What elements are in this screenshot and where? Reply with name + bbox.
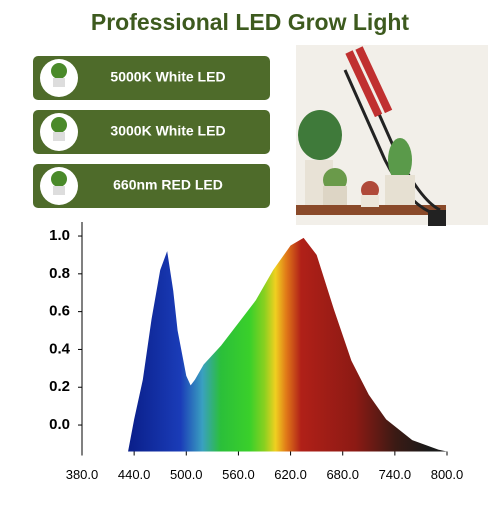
chart: 0.0 0.2 0.4 0.6 0.8 1.0 380.0 440.0 500.0 560.0 62… <box>49 227 463 482</box>
x-tick-label: 440.0 <box>118 467 151 482</box>
spectrum-area <box>128 237 448 452</box>
feature-box <box>33 110 270 154</box>
x-tick-label: 740.0 <box>379 467 412 482</box>
y-tick-label: 1.0 <box>49 227 70 244</box>
feature-label: 3000K White LED <box>110 123 225 139</box>
product-photo <box>296 45 488 226</box>
y-tick-label: 0.8 <box>49 265 70 282</box>
x-tick-label: 560.0 <box>222 467 255 482</box>
x-tick-label: 800.0 <box>431 467 464 482</box>
title: Professional LED Grow Light <box>91 9 410 35</box>
plant-icon <box>40 59 78 205</box>
feature-label: 660nm RED LED <box>113 177 223 193</box>
feature-list: 5000K White LED 3000K White LED 660nm RE… <box>33 56 270 208</box>
y-tick-label: 0.4 <box>49 340 71 357</box>
y-tick-label: 0.2 <box>49 378 70 395</box>
feature-label: 5000K White LED <box>110 69 225 85</box>
y-tick-label: 0.0 <box>49 416 70 433</box>
feature-box <box>33 164 270 208</box>
x-tick-label: 620.0 <box>274 467 307 482</box>
x-tick-label: 380.0 <box>66 467 99 482</box>
y-tick-label: 0.6 <box>49 303 70 320</box>
x-tick-label: 500.0 <box>170 467 203 482</box>
x-tick-label: 680.0 <box>326 467 359 482</box>
feature-box <box>33 56 270 100</box>
